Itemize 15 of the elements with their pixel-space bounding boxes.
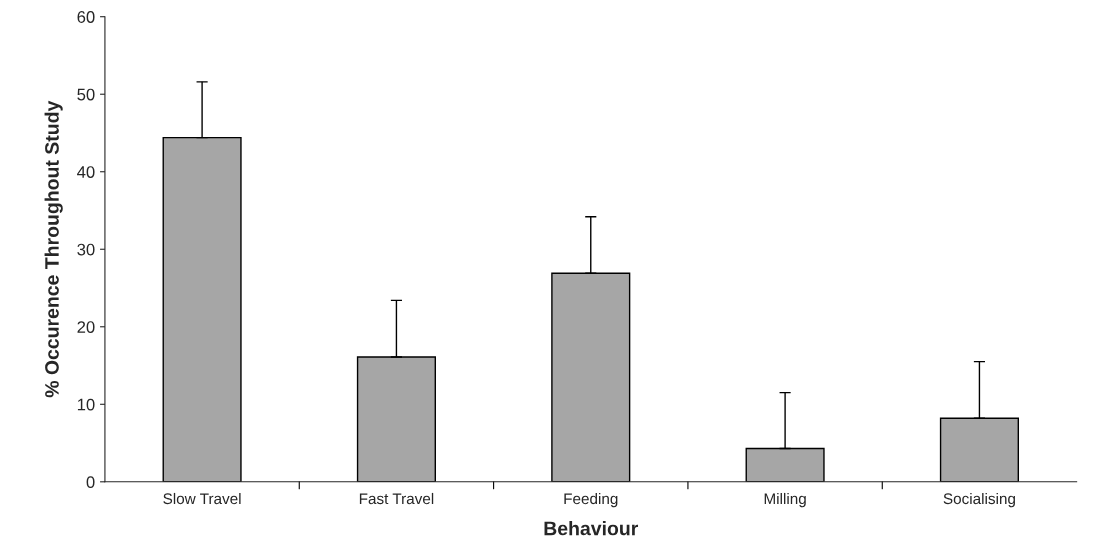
x-tick-label: Slow Travel xyxy=(163,492,241,505)
y-tick-label: 40 xyxy=(77,166,95,178)
y-tick-label: 30 xyxy=(77,243,95,256)
x-axis-title: Behaviour xyxy=(544,521,639,536)
y-tick-label: 50 xyxy=(77,88,95,101)
y-tick-label: 0 xyxy=(86,476,95,489)
y-tick-label: 10 xyxy=(77,398,95,411)
y-tick-label: 20 xyxy=(77,321,95,333)
y-axis-title: % Occurence Throughout Study xyxy=(44,100,63,398)
x-tick-label: Feeding xyxy=(564,492,618,508)
x-tick-label: Socialising xyxy=(943,492,1015,508)
bar xyxy=(356,356,436,482)
x-tick-label: Milling xyxy=(764,492,806,508)
x-tick-label: Fast Travel xyxy=(359,492,434,505)
y-tick-label: 60 xyxy=(77,11,95,23)
